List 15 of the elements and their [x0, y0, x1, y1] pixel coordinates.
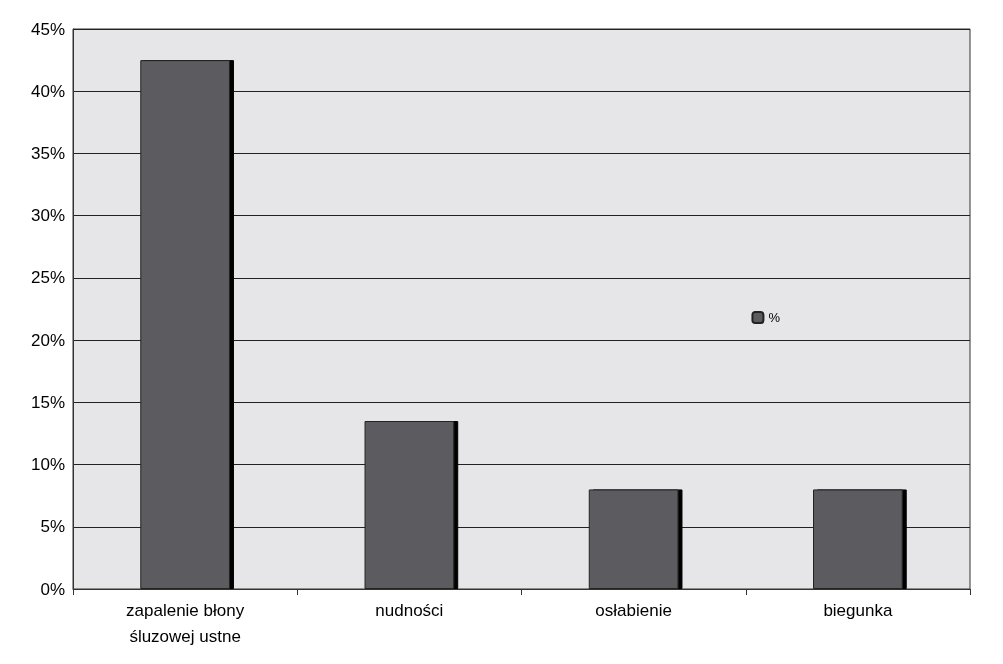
x-tick-label: biegunka — [823, 600, 893, 620]
y-tick-label: 10% — [30, 455, 65, 475]
y-tick-label: 40% — [30, 81, 65, 101]
y-tick-label: 45% — [30, 19, 65, 39]
y-tick-label: 35% — [30, 143, 65, 163]
x-tick-label: nudności — [375, 600, 444, 620]
x-tick-label: zapalenie błony śluzowej ustne — [126, 600, 245, 646]
x-tick-label: osłabienie — [595, 600, 672, 620]
y-tick-label: 15% — [30, 392, 65, 412]
y-tick-label: 20% — [30, 330, 65, 350]
y-tick-label: 0% — [40, 579, 65, 599]
y-tick-label: 5% — [40, 517, 65, 537]
y-tick-label: 30% — [30, 206, 65, 226]
y-tick-label: 25% — [30, 268, 65, 288]
legend-label: % — [768, 310, 781, 325]
